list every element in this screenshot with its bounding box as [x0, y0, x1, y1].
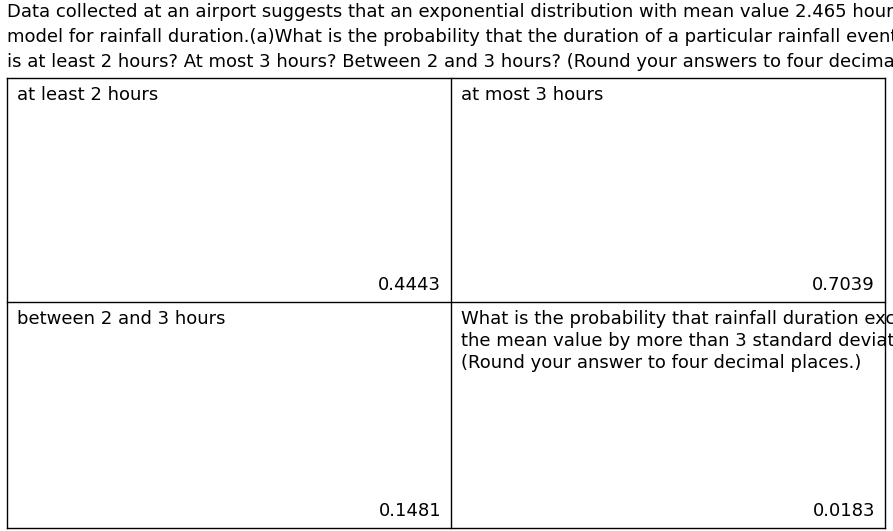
Text: 0.0183: 0.0183: [813, 502, 875, 520]
Text: at most 3 hours: at most 3 hours: [461, 86, 604, 104]
Text: What is the probability that rainfall duration exceeds: What is the probability that rainfall du…: [461, 310, 893, 328]
Text: model for rainfall duration.(a)What is the probability that the duration of a pa: model for rainfall duration.(a)What is t…: [7, 28, 893, 46]
Text: (Round your answer to four decimal places.): (Round your answer to four decimal place…: [461, 354, 862, 372]
Text: 0.4443: 0.4443: [378, 276, 441, 294]
Text: at least 2 hours: at least 2 hours: [17, 86, 158, 104]
Text: between 2 and 3 hours: between 2 and 3 hours: [17, 310, 226, 328]
Text: 0.7039: 0.7039: [813, 276, 875, 294]
Text: is at least 2 hours? At most 3 hours? Between 2 and 3 hours? (Round your answers: is at least 2 hours? At most 3 hours? Be…: [7, 53, 893, 71]
Text: 0.1481: 0.1481: [379, 502, 441, 520]
Text: the mean value by more than 3 standard deviations?: the mean value by more than 3 standard d…: [461, 332, 893, 350]
Text: Data collected at an airport suggests that an exponential distribution with mean: Data collected at an airport suggests th…: [7, 3, 893, 21]
